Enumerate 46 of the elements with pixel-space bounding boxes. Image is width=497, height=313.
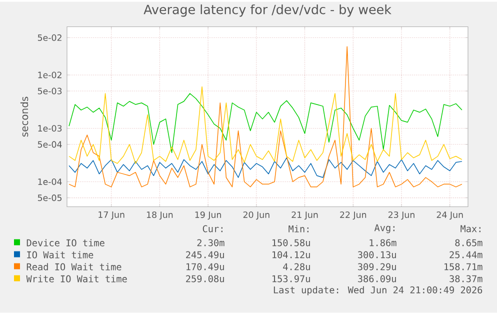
text: 38.37m — [450, 275, 482, 282]
text: 309.29u — [358, 263, 396, 270]
text: Last update: Wed Jun 24 21:00:49 2026 — [274, 286, 482, 296]
line-series — [68, 46, 462, 188]
legend-label: Device IO time — [26, 239, 104, 246]
legend-label: Read IO Wait time — [26, 263, 122, 270]
text: 1.86m — [370, 239, 396, 246]
text: 4.28u — [283, 263, 310, 270]
text: 8.65m — [455, 239, 482, 246]
legend-label: IO Wait time — [27, 251, 94, 258]
line-series — [68, 158, 462, 178]
y-tick-label: 1e-02 — [38, 72, 62, 78]
y-tick-label: 5e-02 — [38, 34, 62, 42]
text: 300.13u — [358, 251, 396, 258]
text: 104.12u — [272, 251, 310, 258]
legend-label: Write IO Wait time — [26, 275, 127, 282]
text: 150.58u — [272, 239, 310, 246]
x-tick-label: 18 Jun — [146, 212, 173, 220]
text: 386.09u — [358, 275, 396, 282]
text: 153.97u — [272, 275, 310, 282]
text: Cur: — [202, 225, 222, 232]
x-tick-label: 23 Jun — [388, 212, 414, 220]
chart-title: Average latency for /dev/vdc - by week — [144, 4, 392, 17]
x-tick-label: 24 Jun — [436, 212, 463, 220]
x-tick-label: 22 Jun — [340, 212, 366, 220]
text: Min: — [288, 225, 308, 232]
x-tick-label: 21 Jun — [292, 212, 318, 220]
y-tick-label: 5e-05 — [38, 194, 62, 202]
text: 2.30m — [197, 239, 224, 246]
text: 158.71m — [444, 263, 482, 270]
line-series — [68, 86, 462, 164]
text: Max: — [460, 225, 480, 232]
y-tick-label: 1e-03 — [38, 125, 62, 132]
y-axis-title: seconds — [20, 96, 28, 137]
x-tick-label: 17 Jun — [98, 212, 124, 220]
line-series — [68, 93, 462, 154]
y-tick-label: 5e-04 — [38, 141, 62, 148]
y-tick-label: 5e-03 — [38, 88, 62, 94]
y-tick-label: 1e-04 — [38, 178, 62, 186]
text: 25.44m — [450, 251, 482, 258]
text: 170.49u — [186, 263, 224, 270]
x-tick-label: 19 Jun — [195, 212, 221, 220]
x-tick-label: 20 Jun — [243, 212, 270, 220]
text: Avg: — [374, 224, 394, 234]
text: 259.08u — [186, 275, 224, 282]
text: 245.49u — [186, 251, 224, 258]
